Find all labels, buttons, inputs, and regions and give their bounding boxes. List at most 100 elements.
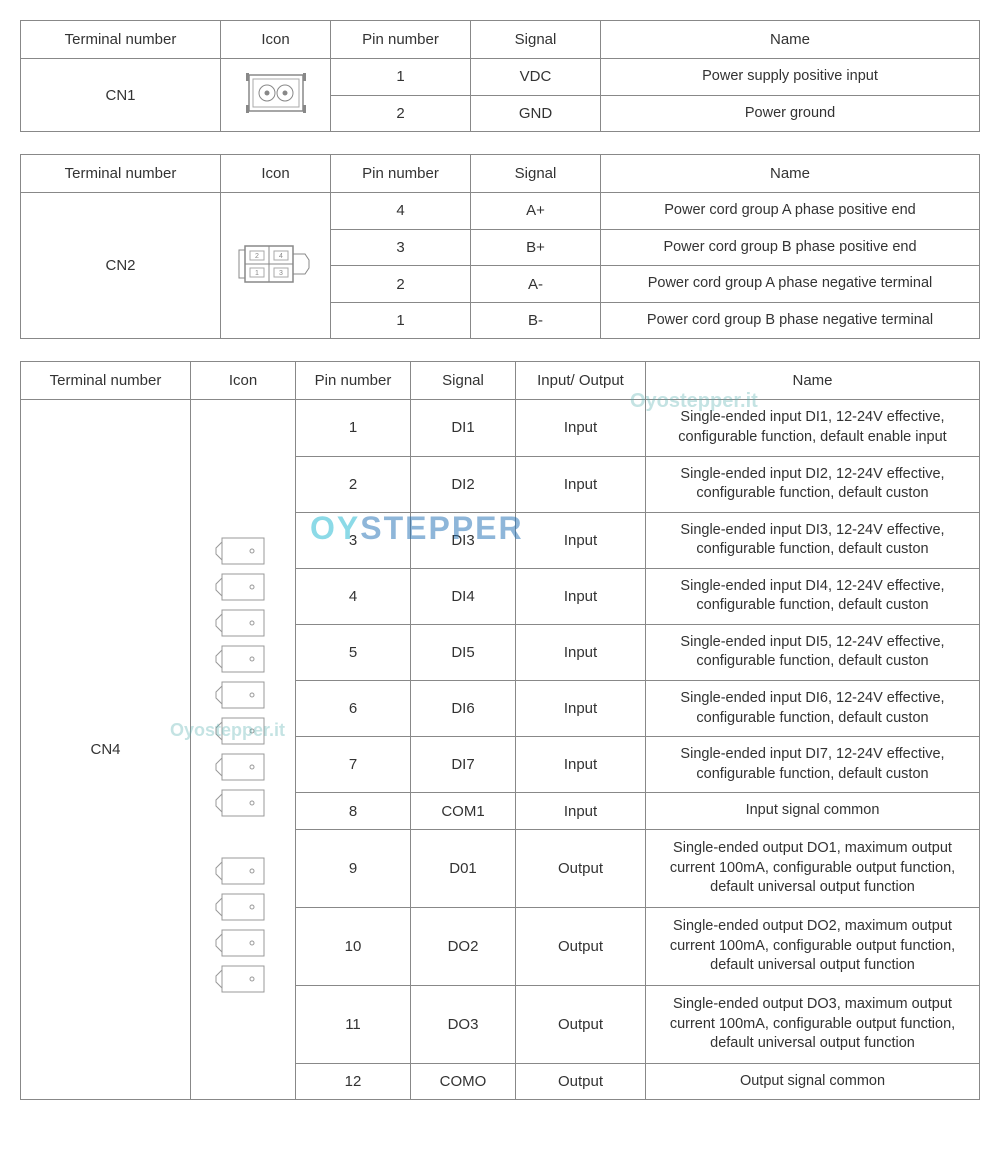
io-cell: Input bbox=[516, 512, 646, 568]
pin-cell: 2 bbox=[296, 456, 411, 512]
name-cell: Power cord group A phase positive end bbox=[601, 193, 980, 230]
th-pin: Pin number bbox=[331, 155, 471, 193]
table-cn4: Terminal number Icon Pin number Signal I… bbox=[20, 361, 980, 1100]
signal-cell: DI2 bbox=[411, 456, 516, 512]
name-cell: Single-ended input DI7, 12-24V effective… bbox=[646, 737, 980, 793]
table-row: CN2 2 4 1 3 4 A+ Power cord group A phas… bbox=[21, 193, 980, 230]
th-terminal: Terminal number bbox=[21, 362, 191, 400]
th-icon: Icon bbox=[221, 21, 331, 59]
connector-cn2-icon: 2 4 1 3 bbox=[237, 240, 315, 288]
pin-cell: 6 bbox=[296, 681, 411, 737]
svg-text:1: 1 bbox=[255, 270, 259, 277]
signal-cell: DI3 bbox=[411, 512, 516, 568]
io-cell: Output bbox=[516, 1063, 646, 1100]
name-cell: Single-ended input DI6, 12-24V effective… bbox=[646, 681, 980, 737]
icon-cell-cn2: 2 4 1 3 bbox=[221, 193, 331, 339]
th-io: Input/ Output bbox=[516, 362, 646, 400]
name-cell: Power supply positive input bbox=[601, 59, 980, 96]
svg-text:2: 2 bbox=[255, 253, 259, 260]
name-cell: Single-ended output DO2, maximum output … bbox=[646, 907, 980, 985]
signal-cell: DI4 bbox=[411, 568, 516, 624]
io-cell: Output bbox=[516, 829, 646, 907]
table-cn1: Terminal number Icon Pin number Signal N… bbox=[20, 20, 980, 132]
io-cell: Input bbox=[516, 681, 646, 737]
name-cell: Single-ended output DO1, maximum output … bbox=[646, 829, 980, 907]
pin-cell: 12 bbox=[296, 1063, 411, 1100]
signal-cell: GND bbox=[471, 95, 601, 132]
name-cell: Single-ended input DI5, 12-24V effective… bbox=[646, 624, 980, 680]
pin-cell: 4 bbox=[296, 568, 411, 624]
io-cell: Input bbox=[516, 456, 646, 512]
table-cn2: Terminal number Icon Pin number Signal N… bbox=[20, 154, 980, 339]
io-cell: Input bbox=[516, 624, 646, 680]
signal-cell: DI7 bbox=[411, 737, 516, 793]
signal-cell: VDC bbox=[471, 59, 601, 96]
pin-cell: 9 bbox=[296, 829, 411, 907]
terminal-cell: CN2 bbox=[21, 193, 221, 339]
pin-cell: 8 bbox=[296, 793, 411, 830]
signal-cell: A- bbox=[471, 266, 601, 303]
th-icon: Icon bbox=[221, 155, 331, 193]
pin-cell: 2 bbox=[331, 95, 471, 132]
io-cell: Input bbox=[516, 737, 646, 793]
name-cell: Single-ended input DI2, 12-24V effective… bbox=[646, 456, 980, 512]
th-terminal: Terminal number bbox=[21, 21, 221, 59]
io-cell: Output bbox=[516, 907, 646, 985]
pin-cell: 3 bbox=[296, 512, 411, 568]
name-cell: Power ground bbox=[601, 95, 980, 132]
svg-text:3: 3 bbox=[279, 270, 283, 277]
th-signal: Signal bbox=[471, 21, 601, 59]
pin-cell: 4 bbox=[331, 193, 471, 230]
th-name: Name bbox=[601, 155, 980, 193]
th-terminal: Terminal number bbox=[21, 155, 221, 193]
io-cell: Output bbox=[516, 985, 646, 1063]
name-cell: Single-ended input DI1, 12-24V effective… bbox=[646, 400, 980, 456]
name-cell: Single-ended input DI4, 12-24V effective… bbox=[646, 568, 980, 624]
th-signal: Signal bbox=[471, 155, 601, 193]
th-icon: Icon bbox=[191, 362, 296, 400]
th-signal: Signal bbox=[411, 362, 516, 400]
signal-cell: DO3 bbox=[411, 985, 516, 1063]
th-name: Name bbox=[601, 21, 980, 59]
th-pin: Pin number bbox=[296, 362, 411, 400]
signal-cell: COMO bbox=[411, 1063, 516, 1100]
signal-cell: B- bbox=[471, 302, 601, 339]
signal-cell: COM1 bbox=[411, 793, 516, 830]
pin-cell: 1 bbox=[331, 302, 471, 339]
name-cell: Power cord group B phase positive end bbox=[601, 229, 980, 266]
io-cell: Input bbox=[516, 793, 646, 830]
svg-text:4: 4 bbox=[279, 253, 283, 260]
signal-cell: DO2 bbox=[411, 907, 516, 985]
terminal-cell: CN1 bbox=[21, 59, 221, 132]
pin-cell: 7 bbox=[296, 737, 411, 793]
signal-cell: A+ bbox=[471, 193, 601, 230]
signal-cell: D01 bbox=[411, 829, 516, 907]
icon-cell-cn1 bbox=[221, 59, 331, 132]
pin-cell: 5 bbox=[296, 624, 411, 680]
io-cell: Input bbox=[516, 400, 646, 456]
pin-cell: 11 bbox=[296, 985, 411, 1063]
signal-cell: DI6 bbox=[411, 681, 516, 737]
name-cell: Output signal common bbox=[646, 1063, 980, 1100]
name-cell: Power cord group B phase negative termin… bbox=[601, 302, 980, 339]
name-cell: Single-ended input DI3, 12-24V effective… bbox=[646, 512, 980, 568]
table-row: CN4 bbox=[21, 400, 980, 456]
signal-cell: DI1 bbox=[411, 400, 516, 456]
pin-cell: 1 bbox=[331, 59, 471, 96]
table-row: CN1 1 VDC Power supply positive input bbox=[21, 59, 980, 96]
pin-cell: 1 bbox=[296, 400, 411, 456]
pin-cell: 10 bbox=[296, 907, 411, 985]
name-cell: Single-ended output DO3, maximum output … bbox=[646, 985, 980, 1063]
name-cell: Input signal common bbox=[646, 793, 980, 830]
signal-cell: DI5 bbox=[411, 624, 516, 680]
th-name: Name bbox=[646, 362, 980, 400]
pin-cell: 3 bbox=[331, 229, 471, 266]
th-pin: Pin number bbox=[331, 21, 471, 59]
connector-cn4-icon bbox=[212, 478, 274, 1018]
name-cell: Power cord group A phase negative termin… bbox=[601, 266, 980, 303]
terminal-cell: CN4 bbox=[21, 400, 191, 1100]
pin-cell: 2 bbox=[331, 266, 471, 303]
icon-cell-cn4 bbox=[191, 400, 296, 1100]
connector-cn1-icon bbox=[245, 71, 307, 115]
signal-cell: B+ bbox=[471, 229, 601, 266]
